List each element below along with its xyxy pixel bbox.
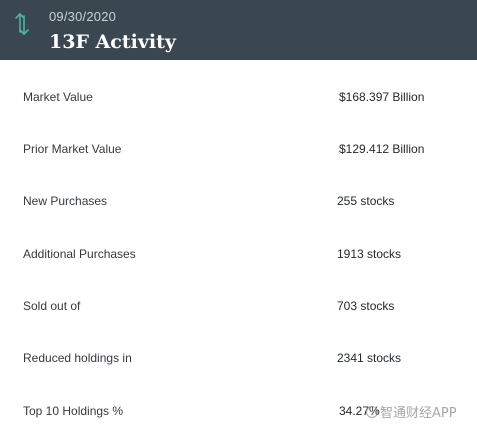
watermark: 智通财经APP bbox=[366, 402, 457, 421]
row-label: Additional Purchases bbox=[23, 247, 136, 261]
row-value: $168.397 Billion bbox=[339, 90, 425, 104]
watermark-logo-icon bbox=[366, 406, 378, 418]
row-label: Sold out of bbox=[23, 299, 81, 313]
sort-arrows-icon bbox=[15, 13, 29, 35]
row-value: 255 stocks bbox=[337, 194, 395, 208]
row-label: Reduced holdings in bbox=[23, 351, 132, 365]
row-label: New Purchases bbox=[23, 194, 108, 208]
watermark-text: 智通财经APP bbox=[380, 406, 457, 421]
list-item: Sold out of 703 stocks bbox=[0, 298, 477, 328]
list-item: Additional Purchases 1913 stocks bbox=[0, 246, 477, 276]
row-label: Prior Market Value bbox=[23, 142, 122, 156]
header-bar: 09/30/2020 13F Activity bbox=[0, 0, 477, 60]
page-title: 13F Activity bbox=[49, 31, 176, 53]
report-date: 09/30/2020 bbox=[49, 9, 117, 24]
list-item: Prior Market Value $129.412 Billion bbox=[0, 141, 477, 171]
row-label: Market Value bbox=[23, 90, 93, 104]
list-item: Reduced holdings in 2341 stocks bbox=[0, 350, 477, 380]
row-label: Top 10 Holdings % bbox=[23, 404, 124, 418]
list-item: New Purchases 255 stocks bbox=[0, 193, 477, 223]
row-value: 703 stocks bbox=[337, 299, 395, 313]
list-item: Market Value $168.397 Billion bbox=[0, 89, 477, 119]
row-value: 2341 stocks bbox=[337, 351, 402, 365]
row-value: 1913 stocks bbox=[337, 247, 402, 261]
row-value: $129.412 Billion bbox=[339, 142, 425, 156]
